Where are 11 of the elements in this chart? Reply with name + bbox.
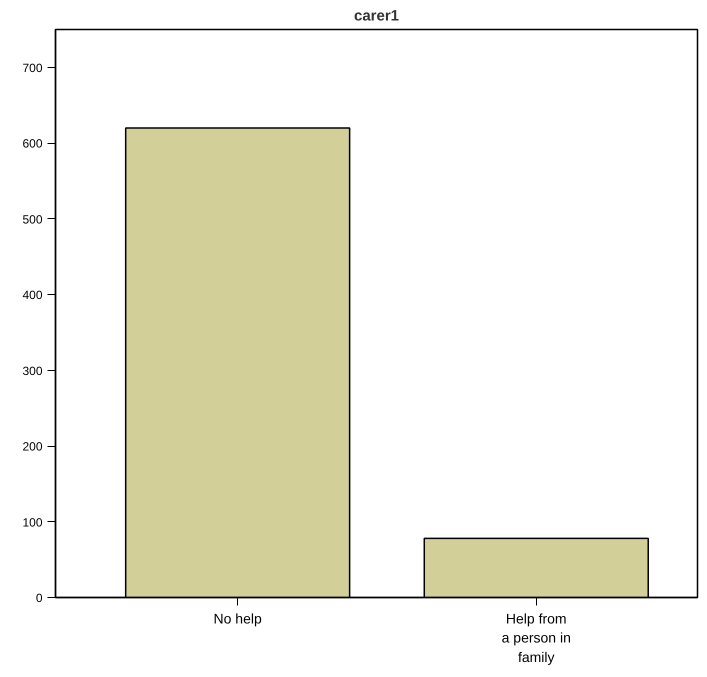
y-tick-label: 100 [22,515,43,530]
y-tick-label: 400 [22,288,43,302]
y-tick-label: 300 [22,364,43,378]
y-tick-label: 0 [36,591,43,605]
y-tick-label: 500 [22,212,43,226]
y-tick-label: 700 [22,60,43,75]
x-tick-label: No help [214,610,262,626]
chart-title: carer1 [354,8,400,24]
x-tick-label: Help from a person in family [502,610,571,665]
y-tick-label: 600 [22,136,43,151]
y-tick-label: 200 [22,440,43,454]
